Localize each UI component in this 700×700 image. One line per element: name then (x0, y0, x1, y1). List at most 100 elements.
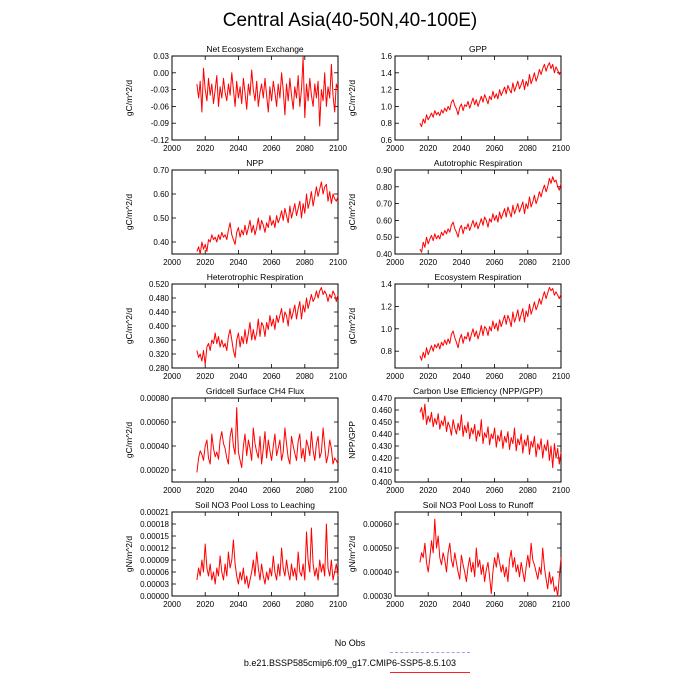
x-tick-label: 2000 (386, 144, 404, 153)
y-tick-label: 0.400 (149, 322, 170, 331)
x-tick-label: 2040 (453, 258, 471, 267)
x-tick-label: 2040 (453, 600, 471, 609)
y-tick-label: 0.50 (153, 214, 169, 223)
panel-title: Gridcell Surface CH4 Flux (206, 386, 305, 396)
plot-frame (394, 169, 562, 255)
series-line (196, 523, 339, 589)
x-tick-label: 2020 (196, 258, 214, 267)
x-tick-label: 2100 (329, 486, 347, 495)
y-tick-label: 1.2 (381, 302, 393, 311)
y-tick-label: 0.00060 (140, 418, 169, 427)
x-tick-label: 2060 (486, 144, 504, 153)
chart-panel-5: Heterotrophic Respiration gC/m^2/d 2000 202… (124, 272, 347, 381)
y-tick-label: 0.03 (153, 52, 169, 61)
panel-title: Autotrophic Respiration (434, 158, 523, 168)
y-tick-label: 0.00012 (140, 544, 169, 553)
legend-run-line (390, 672, 470, 673)
panel-title: Net Ecosystem Exchange (206, 44, 304, 54)
x-tick-label: 2100 (552, 600, 570, 609)
x-tick-label: 2000 (163, 258, 181, 267)
y-tick-label: 0.90 (376, 166, 392, 175)
y-tick-label: 0.60 (153, 190, 169, 199)
x-tick-label: 2000 (386, 372, 404, 381)
y-tick-label: 0.00020 (140, 466, 169, 475)
chart-panel-3: NPP gC/m^2/d 2000 2020 2040 2060 2080 2100 0.70 0… (124, 158, 347, 267)
chart-panel-6: Ecosystem Respiration gC/m^2/d 2000 2020 204… (347, 272, 570, 381)
panel-title: Soil NO3 Pool Loss to Leaching (195, 500, 315, 510)
x-tick-label: 2060 (263, 372, 281, 381)
legend-run-label: b.e21.BSSP585cmip6.f09_g17.CMIP6-SSP5-8.… (243, 658, 457, 668)
series-line (196, 181, 339, 255)
y-tick-label: 1.0 (381, 325, 393, 334)
y-tick-label: 0.400 (372, 478, 393, 487)
x-tick-label: 2020 (196, 372, 214, 381)
plot-frame (394, 283, 562, 369)
y-tick-label: 0.440 (372, 430, 393, 439)
x-tick-label: 2060 (263, 600, 281, 609)
x-tick-label: 2000 (386, 258, 404, 267)
x-tick-label: 2020 (196, 600, 214, 609)
series-line (419, 403, 562, 469)
y-tick-label: 0.6 (381, 136, 393, 145)
x-tick-label: 2000 (163, 486, 181, 495)
x-tick-label: 2060 (486, 372, 504, 381)
chart-panel-1: Net Ecosystem Exchange gC/m^2/d 2000 2020 20… (124, 44, 347, 153)
chart-panel-7: Gridcell Surface CH4 Flux gC/m^2/d 2000 202… (124, 386, 347, 495)
x-tick-label: 2080 (519, 372, 537, 381)
y-tick-label: 1.4 (381, 69, 393, 78)
x-tick-label: 2040 (453, 144, 471, 153)
series-line (419, 62, 562, 128)
y-tick-label: 0.00 (153, 69, 169, 78)
y-axis-label: gC/m^2/d (347, 308, 357, 344)
panel-title: NPP (246, 158, 264, 168)
x-tick-label: 2000 (163, 600, 181, 609)
y-axis-label: gN/m^2/d (124, 536, 134, 572)
x-tick-label: 2040 (230, 144, 248, 153)
y-tick-label: 0.8 (381, 347, 393, 356)
y-tick-label: 0.00030 (363, 592, 392, 601)
plot-frame (171, 511, 339, 597)
y-tick-label: 0.480 (149, 294, 170, 303)
y-tick-label: 0.00021 (140, 508, 169, 517)
x-tick-label: 2100 (329, 600, 347, 609)
panel-title: Ecosystem Respiration (435, 272, 522, 282)
y-tick-label: 1.4 (381, 280, 393, 289)
y-axis-label: gC/m^2/d (124, 422, 134, 458)
y-tick-label: 0.430 (372, 442, 393, 451)
x-tick-label: 2040 (453, 372, 471, 381)
x-tick-label: 2100 (329, 144, 347, 153)
x-tick-label: 2080 (296, 486, 314, 495)
series-line (419, 518, 562, 597)
x-tick-label: 2000 (386, 600, 404, 609)
x-tick-label: 2020 (419, 486, 437, 495)
x-tick-label: 2000 (386, 486, 404, 495)
chart-panel-4: Autotrophic Respiration gC/m^2/d 2000 2020 2… (347, 158, 570, 267)
x-tick-label: 2040 (230, 600, 248, 609)
x-tick-label: 2020 (419, 372, 437, 381)
y-tick-label: 0.460 (372, 406, 393, 415)
x-tick-label: 2000 (163, 372, 181, 381)
plot-frame (394, 55, 562, 141)
legend-obs-label: No Obs (334, 638, 366, 648)
y-tick-label: 0.00000 (140, 592, 169, 601)
x-tick-label: 2040 (230, 372, 248, 381)
y-tick-label: -0.06 (151, 102, 170, 111)
x-tick-label: 2020 (419, 144, 437, 153)
y-tick-label: 0.450 (372, 418, 393, 427)
plot-frame (394, 397, 562, 483)
legend-obs-line (390, 652, 470, 653)
x-tick-label: 2040 (230, 258, 248, 267)
x-tick-label: 2100 (552, 258, 570, 267)
plot-frame (171, 397, 339, 483)
y-tick-label: 0.00050 (363, 544, 392, 553)
y-tick-label: 0.8 (381, 119, 393, 128)
y-tick-label: 0.00009 (140, 556, 169, 565)
y-tick-label: 1.2 (381, 86, 393, 95)
y-tick-label: 0.00060 (363, 520, 392, 529)
y-tick-label: 0.410 (372, 466, 393, 475)
x-tick-label: 2060 (263, 258, 281, 267)
x-tick-label: 2020 (419, 258, 437, 267)
y-tick-label: 1.6 (381, 52, 393, 61)
x-tick-label: 2020 (196, 144, 214, 153)
